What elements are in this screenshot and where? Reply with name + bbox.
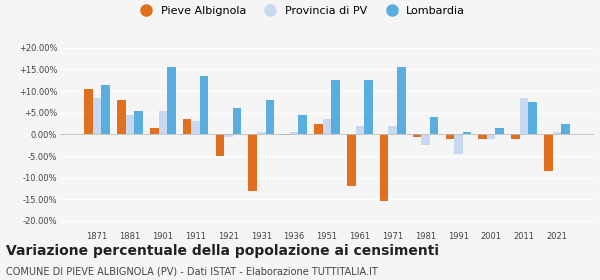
Bar	[364, 80, 373, 134]
Bar	[478, 134, 487, 139]
Bar	[298, 115, 307, 134]
Bar	[487, 134, 496, 139]
Bar	[150, 128, 158, 134]
Bar	[430, 117, 439, 134]
Text: COMUNE DI PIEVE ALBIGNOLA (PV) - Dati ISTAT - Elaborazione TUTTITALIA.IT: COMUNE DI PIEVE ALBIGNOLA (PV) - Dati IS…	[6, 266, 378, 276]
Bar	[413, 134, 421, 137]
Bar	[191, 122, 200, 134]
Bar	[290, 132, 298, 134]
Bar	[397, 67, 406, 134]
Bar	[561, 123, 570, 134]
Bar	[323, 119, 331, 134]
Bar	[215, 134, 224, 156]
Bar	[314, 123, 323, 134]
Bar	[380, 134, 388, 202]
Bar	[421, 134, 430, 145]
Bar	[529, 102, 537, 134]
Bar	[125, 115, 134, 134]
Bar	[496, 128, 504, 134]
Bar	[233, 108, 241, 134]
Text: Variazione percentuale della popolazione ai censimenti: Variazione percentuale della popolazione…	[6, 244, 439, 258]
Bar	[134, 111, 143, 134]
Bar	[167, 67, 176, 134]
Bar	[248, 134, 257, 191]
Bar	[266, 100, 274, 134]
Bar	[101, 85, 110, 134]
Bar	[281, 134, 290, 135]
Bar	[553, 132, 561, 134]
Bar	[388, 126, 397, 134]
Bar	[84, 89, 93, 134]
Bar	[511, 134, 520, 139]
Legend: Pieve Albignola, Provincia di PV, Lombardia: Pieve Albignola, Provincia di PV, Lombar…	[135, 6, 465, 16]
Bar	[224, 134, 233, 137]
Bar	[347, 134, 356, 186]
Bar	[544, 134, 553, 171]
Bar	[520, 98, 529, 134]
Bar	[331, 80, 340, 134]
Bar	[158, 111, 167, 134]
Bar	[356, 126, 364, 134]
Bar	[200, 76, 208, 134]
Bar	[183, 119, 191, 134]
Bar	[463, 132, 471, 134]
Bar	[446, 134, 454, 139]
Bar	[93, 98, 101, 134]
Bar	[257, 132, 266, 134]
Bar	[117, 100, 125, 134]
Bar	[454, 134, 463, 154]
